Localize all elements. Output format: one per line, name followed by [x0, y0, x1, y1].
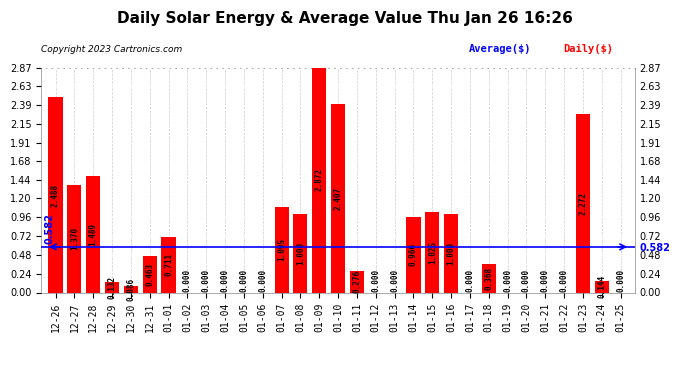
Bar [482, 264, 496, 292]
Bar [444, 214, 458, 292]
Bar [143, 256, 157, 292]
Text: 2.407: 2.407 [333, 187, 343, 210]
Text: 1.000: 1.000 [296, 242, 305, 265]
Bar [350, 271, 364, 292]
Text: Copyright 2023 Cartronics.com: Copyright 2023 Cartronics.com [41, 45, 183, 54]
Text: 1.489: 1.489 [89, 223, 98, 246]
Text: 0.000: 0.000 [201, 268, 210, 291]
Text: 1.370: 1.370 [70, 227, 79, 251]
Bar [161, 237, 176, 292]
Text: 0.000: 0.000 [390, 268, 399, 291]
Text: 0.368: 0.368 [484, 267, 493, 290]
Text: 2.872: 2.872 [315, 168, 324, 192]
Text: 0.000: 0.000 [616, 268, 625, 291]
Bar [48, 98, 63, 292]
Text: 1.025: 1.025 [428, 241, 437, 264]
Text: 0.086: 0.086 [126, 278, 135, 301]
Text: 0.000: 0.000 [371, 268, 380, 291]
Bar [312, 68, 326, 292]
Bar [425, 212, 440, 292]
Bar [293, 214, 308, 292]
Text: 0.582: 0.582 [44, 213, 55, 244]
Text: 0.000: 0.000 [183, 268, 192, 291]
Text: 1.095: 1.095 [277, 238, 286, 261]
Text: 2.272: 2.272 [578, 192, 587, 215]
Text: 0.463: 0.463 [145, 263, 155, 286]
Text: 0.000: 0.000 [560, 268, 569, 291]
Text: 0.000: 0.000 [503, 268, 512, 291]
Text: 0.711: 0.711 [164, 253, 173, 276]
Bar [275, 207, 288, 292]
Bar [86, 176, 100, 292]
Text: 0.000: 0.000 [541, 268, 550, 291]
Bar [105, 282, 119, 292]
Bar [406, 217, 420, 292]
Bar [576, 114, 590, 292]
Text: 0.000: 0.000 [221, 268, 230, 291]
Bar [595, 281, 609, 292]
Text: 0.966: 0.966 [409, 243, 418, 266]
Text: 0.132: 0.132 [108, 276, 117, 299]
Text: 0.000: 0.000 [239, 268, 248, 291]
Text: 0.144: 0.144 [598, 275, 607, 298]
Text: Daily Solar Energy & Average Value Thu Jan 26 16:26: Daily Solar Energy & Average Value Thu J… [117, 11, 573, 26]
Text: 2.488: 2.488 [51, 183, 60, 207]
Text: 0.000: 0.000 [466, 268, 475, 291]
Bar [331, 104, 345, 292]
Text: 0.000: 0.000 [258, 268, 267, 291]
Text: Average($): Average($) [469, 44, 531, 54]
Bar [68, 185, 81, 292]
Bar [124, 286, 138, 292]
Text: 1.000: 1.000 [446, 242, 455, 265]
Text: 0.000: 0.000 [522, 268, 531, 291]
Text: 0.276: 0.276 [353, 270, 362, 293]
Text: Daily($): Daily($) [564, 44, 613, 54]
